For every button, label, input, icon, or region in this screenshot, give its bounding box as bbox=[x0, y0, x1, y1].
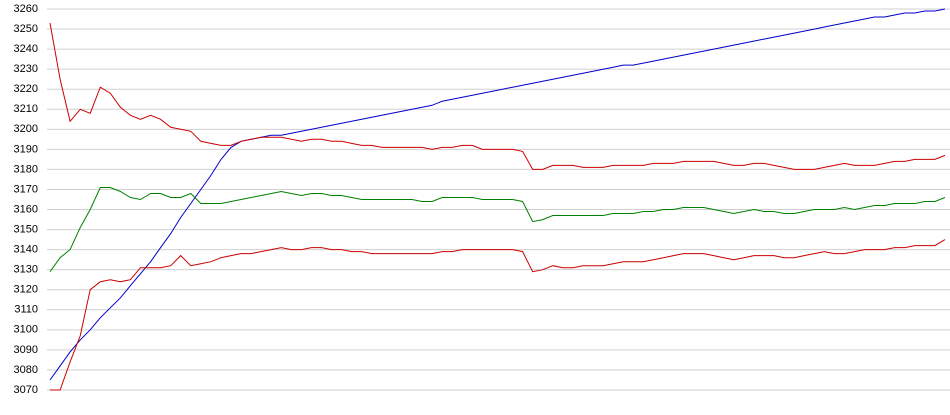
line-series bbox=[49, 187, 946, 272]
y-tick-label: 3090 bbox=[14, 344, 38, 356]
y-tick-label: 3120 bbox=[14, 284, 38, 296]
line-series bbox=[49, 22, 946, 170]
y-tick-label: 3210 bbox=[14, 103, 38, 115]
y-tick-label: 3100 bbox=[14, 324, 38, 336]
line-series bbox=[49, 8, 946, 381]
y-tick-label: 3140 bbox=[14, 244, 38, 256]
y-tick-label: 3240 bbox=[14, 43, 38, 55]
y-tick-label: 3110 bbox=[14, 304, 38, 316]
y-tick-label: 3160 bbox=[14, 203, 38, 215]
y-tick-label: 3230 bbox=[14, 63, 38, 75]
y-tick-label: 3130 bbox=[14, 264, 38, 276]
y-tick-label: 3260 bbox=[14, 3, 38, 15]
y-tick-label: 3070 bbox=[14, 384, 38, 396]
y-tick-label: 3190 bbox=[14, 143, 38, 155]
y-tick-label: 3080 bbox=[14, 364, 38, 376]
y-tick-label: 3170 bbox=[14, 183, 38, 195]
line-series bbox=[50, 239, 946, 391]
y-tick-label: 3180 bbox=[14, 163, 38, 175]
y-tick-label: 3200 bbox=[14, 123, 38, 135]
y-tick-label: 3250 bbox=[14, 23, 38, 35]
y-tick-label: 3220 bbox=[14, 83, 38, 95]
y-tick-label: 3150 bbox=[14, 223, 38, 235]
